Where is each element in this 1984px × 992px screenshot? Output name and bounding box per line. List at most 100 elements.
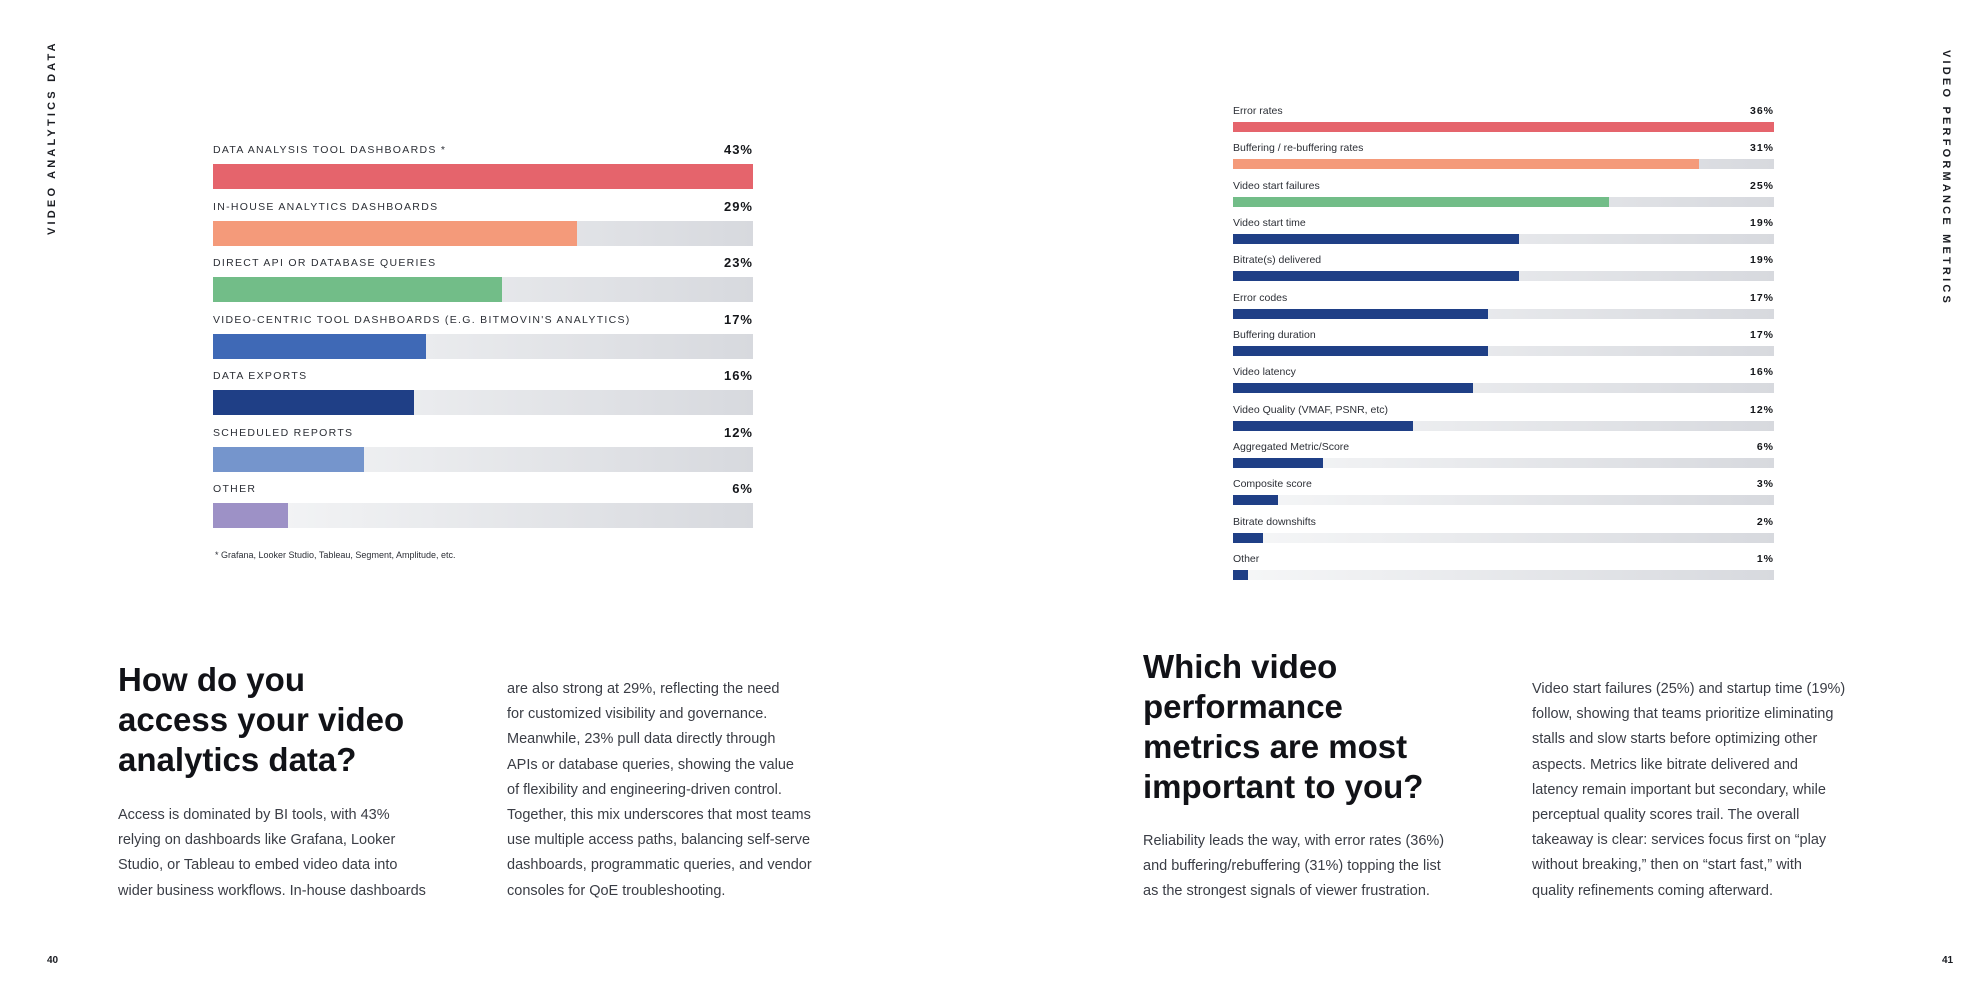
bar-track <box>1233 308 1774 319</box>
heading-line: important to you? <box>1143 768 1424 805</box>
heading-line: analytics data? <box>118 741 357 778</box>
bar-row: VIDEO-CENTRIC TOOL DASHBOARDS (E.G. BITM… <box>213 310 753 367</box>
body-line: Meanwhile, 23% pull data directly throug… <box>507 731 776 748</box>
bar-row: SCHEDULED REPORTS 12% <box>213 423 753 480</box>
body-line: Together, this mix underscores that most… <box>507 807 811 824</box>
bar-value-label: 31% <box>1749 142 1774 155</box>
bar-track <box>1233 495 1774 506</box>
bar-row: Buffering duration 17% <box>1233 327 1774 364</box>
bar-category-label: Composite score <box>1233 478 1312 491</box>
bar-row: DIRECT API OR DATABASE QUERIES 23% <box>213 253 753 310</box>
bar <box>1233 570 1249 581</box>
bar-row: Video latency 16% <box>1233 364 1774 401</box>
bar <box>1233 383 1474 394</box>
bar-value-label: 2% <box>1756 515 1774 528</box>
bar-track <box>1233 159 1774 170</box>
bar <box>213 164 753 189</box>
performance-metrics-bar-chart: Error rates 36% Buffering / re-buffering r… <box>1233 103 1774 588</box>
bar-category-label: IN-HOUSE ANALYTICS DASHBOARDS <box>213 200 439 213</box>
bar <box>1233 458 1324 469</box>
bar-row: OTHER 6% <box>213 479 753 536</box>
bar-value-label: 3% <box>1756 478 1774 491</box>
body-line: use multiple access paths, balancing sel… <box>507 832 811 849</box>
body-line: takeaway is clear: services focus first … <box>1532 832 1827 849</box>
bar <box>213 390 414 415</box>
bar-category-label: OTHER <box>213 483 257 495</box>
bar-track <box>1233 196 1774 207</box>
bar-track <box>1233 271 1774 282</box>
bar-track <box>213 220 753 246</box>
bar <box>1233 196 1609 207</box>
body-line: as the strongest signals of viewer frust… <box>1143 883 1430 900</box>
bar <box>1233 159 1699 170</box>
bar-value-label: 36% <box>1749 105 1774 117</box>
bar-category-label: Buffering duration <box>1233 329 1316 342</box>
bar <box>213 220 578 246</box>
bar-value-label: 29% <box>723 198 753 214</box>
bar-category-label: Buffering / re-buffering rates <box>1233 142 1364 155</box>
bar-row: Composite score 3% <box>1233 476 1774 513</box>
body-line: APIs or database queries, showing the va… <box>507 756 794 773</box>
bar-row: Aggregated Metric/Score 6% <box>1233 439 1774 476</box>
heading-line: How do you <box>118 661 305 698</box>
bar <box>213 333 427 359</box>
body-line: perceptual quality scores trail. The ove… <box>1532 807 1800 824</box>
bar-value-label: 19% <box>1749 254 1774 267</box>
bar-category-label: Video Quality (VMAF, PSNR, etc) <box>1233 403 1389 416</box>
bar-track <box>213 333 753 359</box>
bar-category-label: Video start time <box>1233 217 1306 230</box>
bar-value-label: 6% <box>1756 441 1774 454</box>
bar-track <box>213 277 753 302</box>
bar-value-label: 12% <box>723 424 753 440</box>
page-number-right: 41 <box>1942 955 1954 966</box>
bar-row: Other 1% <box>1233 551 1774 588</box>
bar-row: Bitrate downshifts 2% <box>1233 514 1774 551</box>
bar <box>1233 346 1489 357</box>
heading-line: access your video <box>118 701 405 738</box>
bar-row: Error rates 36% <box>1233 103 1774 140</box>
bar <box>213 503 289 528</box>
bar-category-label: Bitrate(s) delivered <box>1233 254 1322 267</box>
page-number-left: 40 <box>47 955 59 966</box>
bar-value-label: 17% <box>1749 329 1774 342</box>
bar-category-label: Error codes <box>1233 291 1288 304</box>
bar <box>1233 420 1414 431</box>
bar-value-label: 1% <box>1756 553 1774 566</box>
access-methods-bar-chart: DATA ANALYSIS TOOL DASHBOARDS * 43% IN-HOU… <box>213 140 753 536</box>
bar-value-label: 19% <box>1749 217 1774 230</box>
bar-track <box>213 446 753 472</box>
bar-track <box>213 164 753 189</box>
bar <box>1233 495 1279 506</box>
bar-category-label: DATA EXPORTS <box>213 370 308 382</box>
body-line: relying on dashboards like Grafana, Look… <box>118 832 396 849</box>
body-line: Studio, or Tableau to embed video data i… <box>118 857 398 874</box>
body-line: and buffering/rebuffering (31%) topping … <box>1143 858 1441 875</box>
body-line: stalls and slow starts before optimizing… <box>1532 731 1818 748</box>
bar-row: Video start time 19% <box>1233 215 1774 252</box>
bar-row: DATA ANALYSIS TOOL DASHBOARDS * 43% <box>213 140 753 197</box>
bar-row: Bitrate(s) delivered 19% <box>1233 252 1774 289</box>
bar-row: Buffering / re-buffering rates 31% <box>1233 140 1774 177</box>
bar-track <box>1233 383 1774 394</box>
bar-category-label: Aggregated Metric/Score <box>1233 441 1350 454</box>
bar-row: Error codes 17% <box>1233 290 1774 327</box>
body-line: Access is dominated by BI tools, with 43… <box>118 807 390 823</box>
body-line: quality refinements coming afterward. <box>1532 882 1773 899</box>
bar-value-label: 25% <box>1749 179 1774 192</box>
right-body-column-2: Video start failures (25%) and startup t… <box>1532 677 1845 904</box>
bar <box>1233 122 1774 132</box>
left-body-column-2: are also strong at 29%, reflecting the n… <box>507 677 812 904</box>
bar-value-label: 12% <box>1749 403 1774 416</box>
bar-category-label: Video start failures <box>1233 179 1320 192</box>
bar-category-label: Error rates <box>1233 105 1283 117</box>
bar-track <box>1233 234 1774 245</box>
bar-category-label: SCHEDULED REPORTS <box>213 426 354 439</box>
left-heading: How do you access your video analytics d… <box>118 660 404 780</box>
bar-category-label: DATA ANALYSIS TOOL DASHBOARDS * <box>213 144 447 156</box>
heading-line: performance <box>1143 688 1343 725</box>
body-line: latency remain important but secondary, … <box>1532 781 1826 798</box>
bar-value-label: 16% <box>1749 366 1774 379</box>
bar-track <box>1233 570 1774 581</box>
bar-category-label: Other <box>1233 553 1260 566</box>
bar-track <box>1233 346 1774 357</box>
